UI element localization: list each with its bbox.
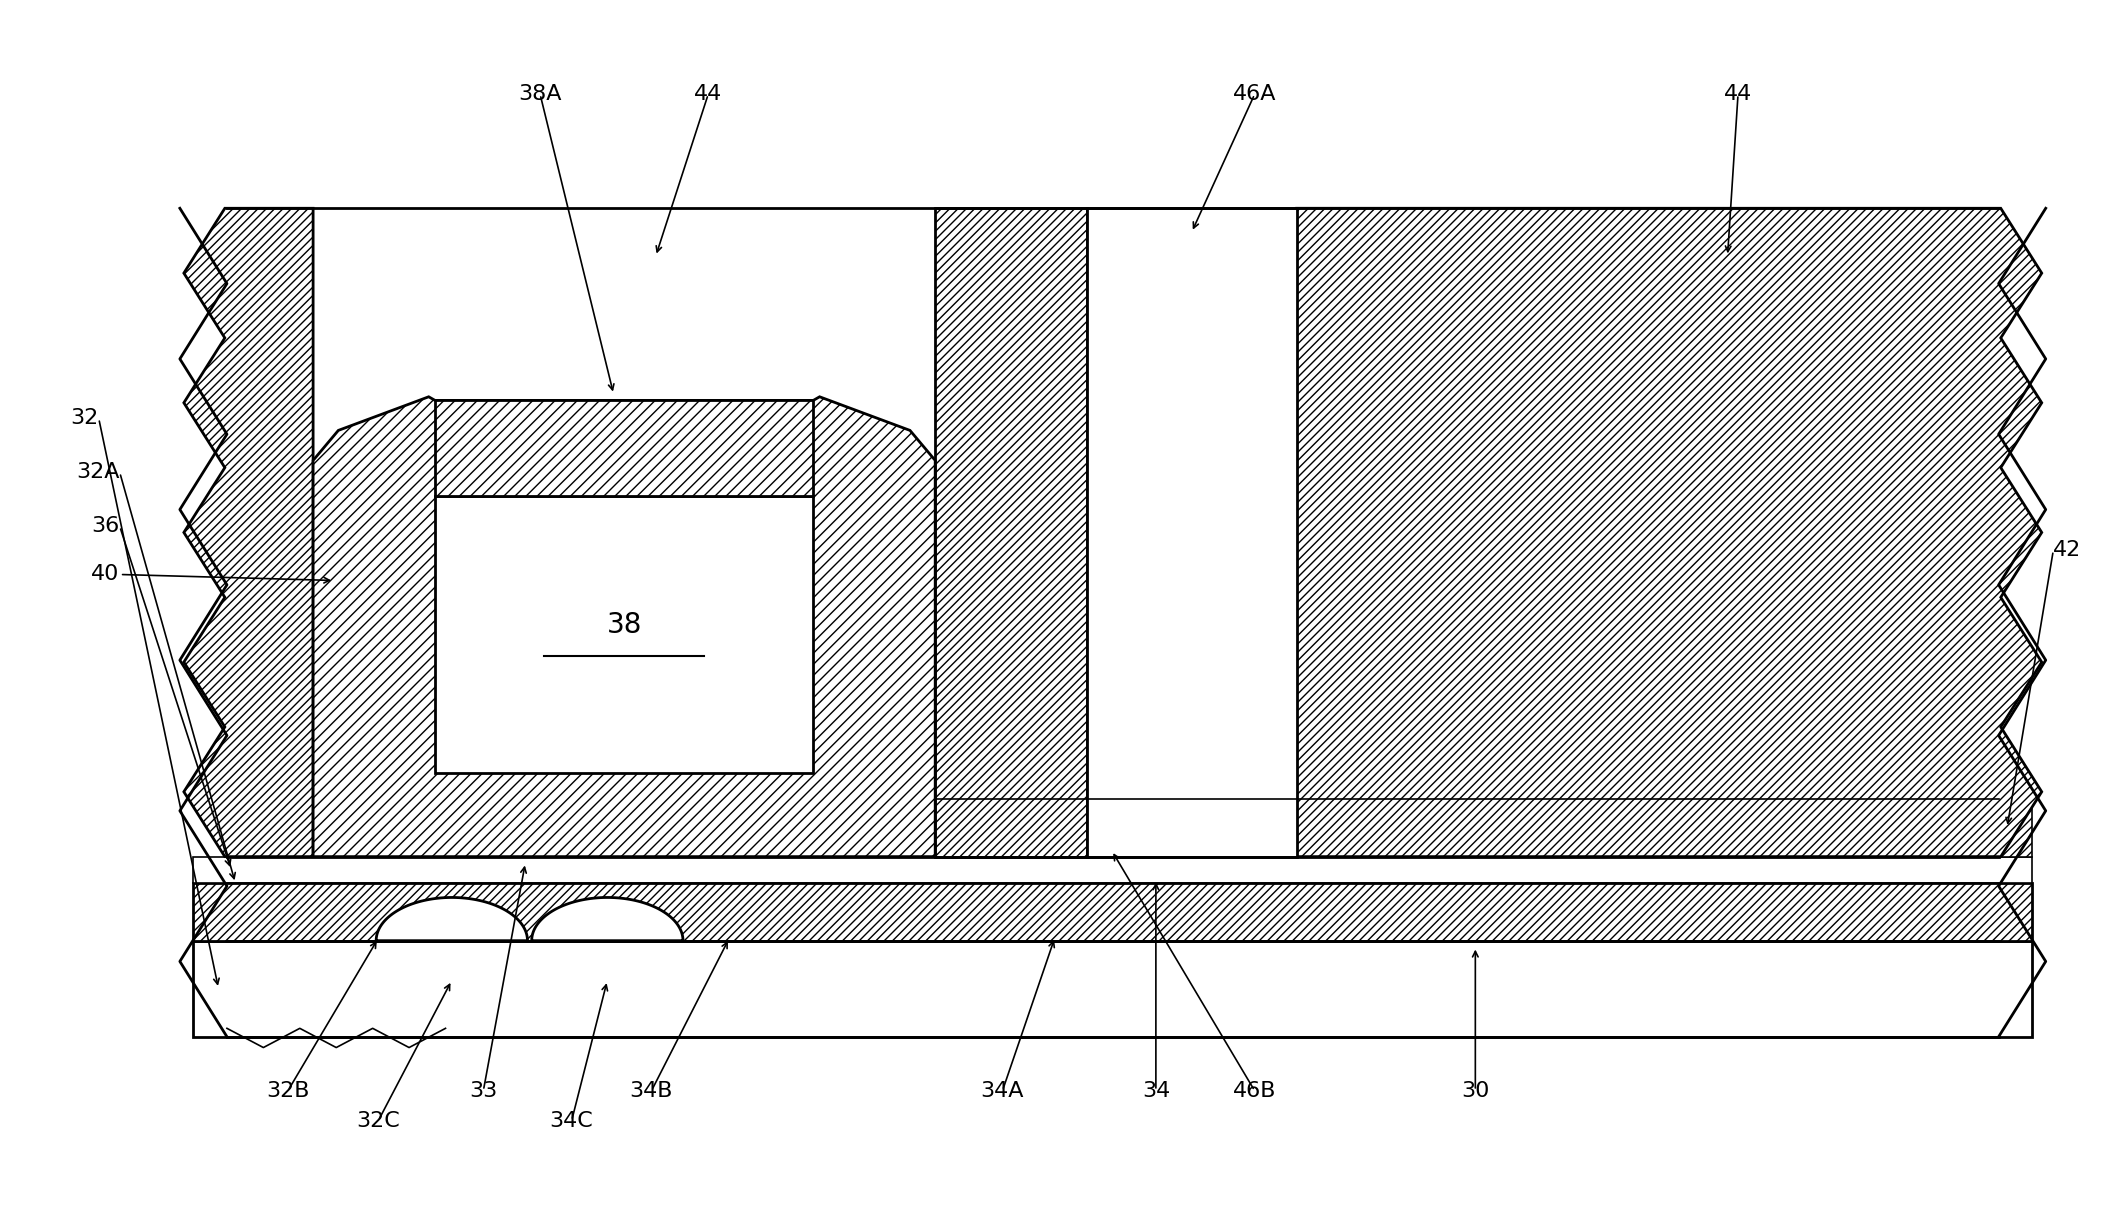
- Polygon shape: [1298, 208, 2042, 857]
- Text: 34: 34: [1142, 1081, 1171, 1100]
- Polygon shape: [935, 799, 2032, 857]
- Text: 46A: 46A: [1232, 85, 1277, 104]
- Text: 38A: 38A: [519, 85, 561, 104]
- Text: 44: 44: [694, 85, 722, 104]
- Polygon shape: [184, 208, 312, 857]
- Text: 34B: 34B: [629, 1081, 673, 1100]
- Polygon shape: [435, 497, 812, 773]
- Text: 32C: 32C: [357, 1111, 401, 1130]
- Polygon shape: [435, 400, 812, 497]
- Polygon shape: [194, 857, 2032, 883]
- Text: 33: 33: [468, 1081, 498, 1100]
- Polygon shape: [376, 897, 528, 941]
- Text: 34A: 34A: [981, 1081, 1023, 1100]
- Polygon shape: [312, 397, 935, 857]
- Text: 44: 44: [1724, 85, 1751, 104]
- Polygon shape: [194, 941, 2032, 1037]
- Text: 34C: 34C: [551, 1111, 593, 1130]
- Text: 30: 30: [1460, 1081, 1490, 1100]
- Polygon shape: [532, 897, 684, 941]
- Text: 46B: 46B: [1232, 1081, 1277, 1100]
- Text: 40: 40: [91, 565, 120, 584]
- Text: 32A: 32A: [76, 462, 120, 482]
- Text: 38: 38: [606, 611, 641, 638]
- Polygon shape: [194, 883, 2032, 941]
- Text: 32B: 32B: [266, 1081, 310, 1100]
- Text: 32: 32: [70, 409, 99, 428]
- Text: 36: 36: [91, 516, 120, 537]
- Text: 42: 42: [2053, 540, 2083, 561]
- Polygon shape: [935, 208, 1087, 857]
- Polygon shape: [1087, 208, 1298, 857]
